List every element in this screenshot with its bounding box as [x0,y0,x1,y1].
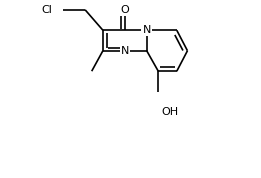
Text: N: N [143,25,151,35]
Text: O: O [120,5,129,15]
Text: OH: OH [161,107,178,117]
Text: Cl: Cl [41,5,52,15]
Text: N: N [121,46,129,56]
